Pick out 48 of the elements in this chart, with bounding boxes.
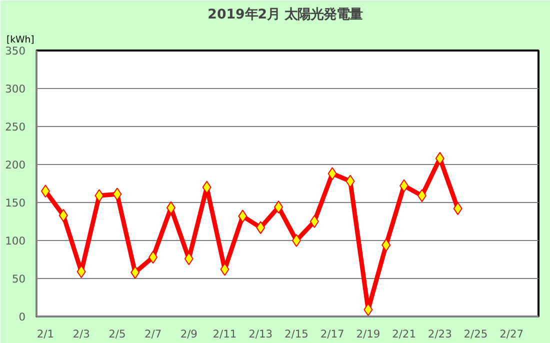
y-tick-label: 350	[5, 44, 26, 58]
point	[166, 201, 176, 214]
point	[76, 265, 86, 278]
point	[256, 221, 266, 234]
point	[148, 250, 158, 264]
point	[310, 215, 319, 228]
point	[238, 210, 248, 223]
point	[130, 266, 140, 279]
point	[382, 238, 391, 252]
x-tick-label: 2/1	[36, 328, 54, 340]
point	[292, 234, 301, 247]
x-tick-label: 2/13	[248, 328, 273, 340]
point	[417, 189, 426, 202]
y-tick-label: 200	[5, 158, 26, 172]
point	[220, 262, 230, 276]
point	[400, 179, 409, 192]
y-axis-title: [kWh]	[6, 34, 34, 46]
x-tick-label: 2/11	[212, 328, 237, 340]
x-tick-label: 2/19	[356, 328, 380, 340]
x-tick-label: 2/23	[428, 328, 452, 340]
point	[453, 202, 462, 216]
y-tick-label: 50	[12, 272, 26, 286]
point	[435, 152, 444, 165]
y-tick-label: 250	[5, 120, 26, 134]
point	[112, 188, 122, 201]
y-tick-label: 300	[5, 82, 26, 96]
point	[94, 189, 104, 202]
x-tick-label: 2/27	[500, 328, 524, 340]
point	[274, 200, 284, 214]
chart-title: 2019年2月 太陽光発電量	[208, 8, 363, 22]
x-tick-label: 2/9	[180, 328, 198, 340]
x-tick-label: 2/21	[392, 328, 416, 340]
point	[364, 303, 373, 316]
point	[184, 252, 194, 266]
x-tick-label: 2/25	[464, 328, 488, 340]
point	[346, 174, 355, 188]
y-tick-label: 0	[18, 310, 26, 324]
x-tick-label: 2/17	[320, 328, 344, 340]
x-tick-label: 2/7	[144, 328, 162, 340]
x-tick-label: 2/5	[108, 328, 126, 340]
point	[58, 208, 68, 222]
y-tick-label: 150	[5, 196, 26, 210]
x-tick-label: 2/3	[72, 328, 90, 340]
point	[328, 167, 337, 180]
point	[40, 184, 50, 198]
y-tick-label: 100	[5, 234, 26, 248]
x-tick-label: 2/15	[284, 328, 308, 340]
point	[202, 180, 212, 194]
